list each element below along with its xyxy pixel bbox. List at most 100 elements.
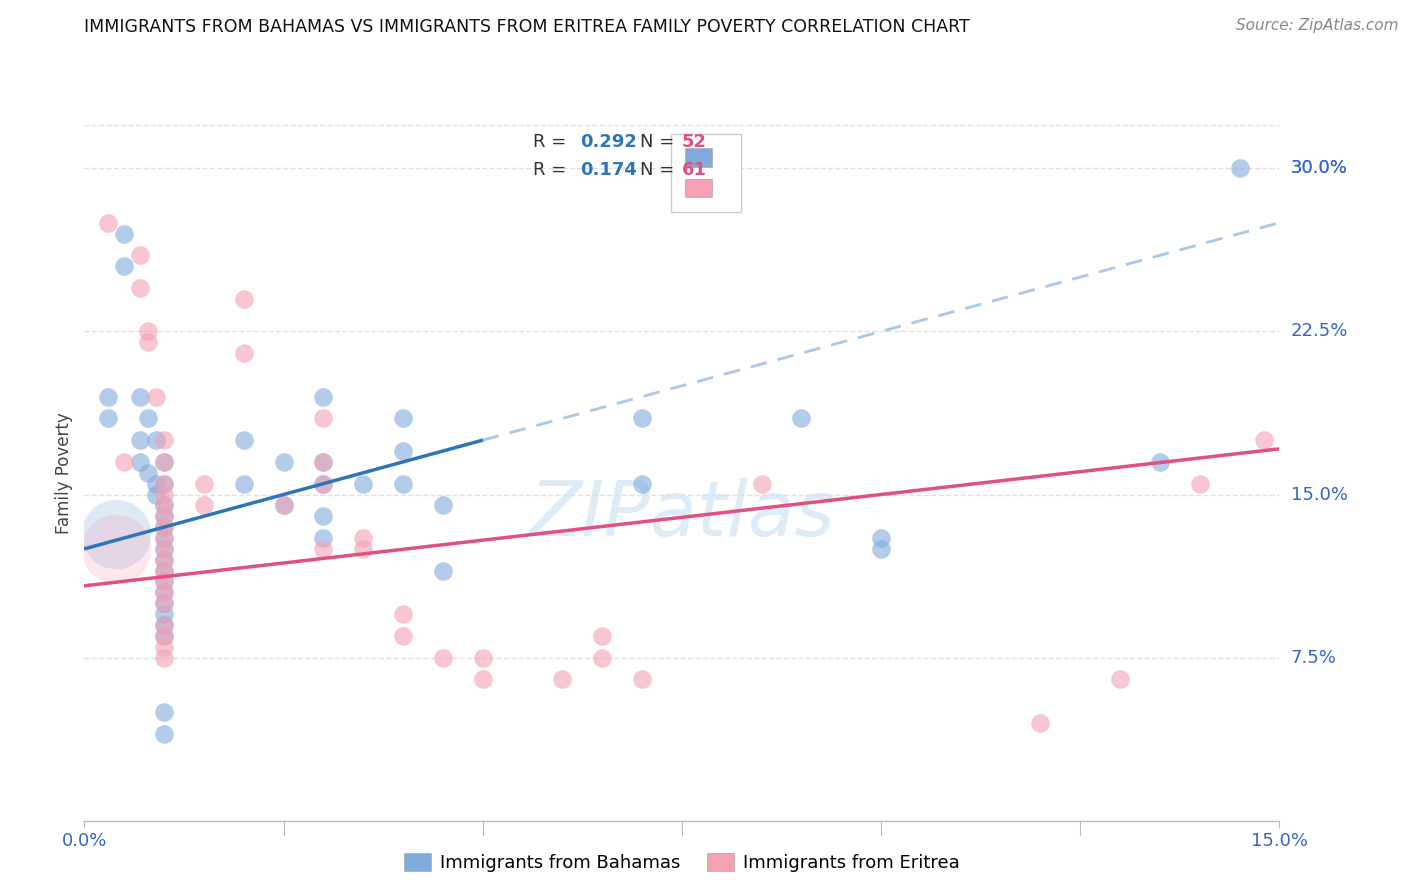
Point <box>392 444 415 458</box>
Point <box>97 216 120 230</box>
Point <box>153 640 176 654</box>
Point <box>1253 433 1275 447</box>
Point <box>153 531 176 545</box>
Point <box>352 541 374 556</box>
Point <box>153 564 176 578</box>
Point <box>153 585 176 599</box>
Point <box>153 455 176 469</box>
Point <box>129 390 152 404</box>
Point <box>232 476 254 491</box>
Point <box>129 433 152 447</box>
Point <box>432 564 454 578</box>
Point <box>136 411 159 425</box>
Text: R =: R = <box>533 161 571 179</box>
Text: 0.174: 0.174 <box>581 161 637 179</box>
Point <box>273 499 295 513</box>
Point <box>153 650 176 665</box>
Point <box>153 520 176 534</box>
Point <box>551 673 574 687</box>
Point <box>153 487 176 501</box>
Point <box>432 650 454 665</box>
Point <box>352 531 374 545</box>
Point <box>153 509 176 524</box>
Point <box>273 455 295 469</box>
Point <box>232 433 254 447</box>
Point <box>1188 476 1211 491</box>
Point <box>129 248 152 262</box>
Point <box>105 526 128 541</box>
Point <box>870 531 893 545</box>
Point <box>153 499 176 513</box>
Point <box>112 259 135 273</box>
Text: 30.0%: 30.0% <box>1291 160 1347 178</box>
Text: Source: ZipAtlas.com: Source: ZipAtlas.com <box>1236 18 1399 33</box>
Point <box>153 607 176 621</box>
Point <box>153 629 176 643</box>
Text: 22.5%: 22.5% <box>1291 322 1348 341</box>
Point <box>153 596 176 610</box>
Point <box>153 476 176 491</box>
Point <box>112 455 135 469</box>
Text: ZIPatlas: ZIPatlas <box>529 477 835 551</box>
Point <box>432 499 454 513</box>
Point <box>153 564 176 578</box>
Point <box>1029 715 1052 730</box>
Point <box>392 476 415 491</box>
Point <box>153 433 176 447</box>
Point <box>312 476 335 491</box>
Point <box>232 292 254 306</box>
Point <box>153 541 176 556</box>
Text: 30.0%: 30.0% <box>1291 160 1347 178</box>
Point <box>471 673 494 687</box>
Point <box>145 476 167 491</box>
Point <box>153 726 176 740</box>
Point <box>153 618 176 632</box>
Point <box>193 499 215 513</box>
Point <box>129 455 152 469</box>
Text: 0.292: 0.292 <box>581 133 637 152</box>
Text: 15.0%: 15.0% <box>1291 485 1347 503</box>
Point <box>153 552 176 567</box>
Text: IMMIGRANTS FROM BAHAMAS VS IMMIGRANTS FROM ERITREA FAMILY POVERTY CORRELATION CH: IMMIGRANTS FROM BAHAMAS VS IMMIGRANTS FR… <box>84 18 970 36</box>
Point <box>112 227 135 241</box>
Point <box>631 476 654 491</box>
Point <box>97 411 120 425</box>
Legend: Immigrants from Bahamas, Immigrants from Eritrea: Immigrants from Bahamas, Immigrants from… <box>395 844 969 881</box>
Point <box>153 541 176 556</box>
Point <box>631 673 654 687</box>
Point <box>153 574 176 589</box>
Point <box>312 509 335 524</box>
Point <box>631 411 654 425</box>
Point <box>471 650 494 665</box>
Point <box>153 596 176 610</box>
Point <box>591 629 613 643</box>
Point <box>153 531 176 545</box>
Point <box>153 520 176 534</box>
Point <box>352 476 374 491</box>
Text: 7.5%: 7.5% <box>1291 648 1337 666</box>
Point <box>312 455 335 469</box>
Text: 61: 61 <box>682 161 707 179</box>
Point <box>1229 161 1251 176</box>
Point <box>312 411 335 425</box>
Point <box>136 466 159 480</box>
Point <box>153 585 176 599</box>
Point <box>153 629 176 643</box>
Point <box>312 455 335 469</box>
Point <box>136 325 159 339</box>
Text: R =: R = <box>533 133 571 152</box>
Point <box>153 455 176 469</box>
Point <box>105 541 128 556</box>
Point <box>1109 673 1132 687</box>
Point <box>751 476 773 491</box>
Point <box>153 476 176 491</box>
Point <box>145 487 167 501</box>
Text: N =: N = <box>640 133 681 152</box>
Point <box>1149 455 1171 469</box>
Point <box>136 335 159 350</box>
Point <box>153 618 176 632</box>
Point <box>153 705 176 719</box>
Y-axis label: Family Poverty: Family Poverty <box>55 412 73 533</box>
Point <box>312 541 335 556</box>
Point <box>312 476 335 491</box>
